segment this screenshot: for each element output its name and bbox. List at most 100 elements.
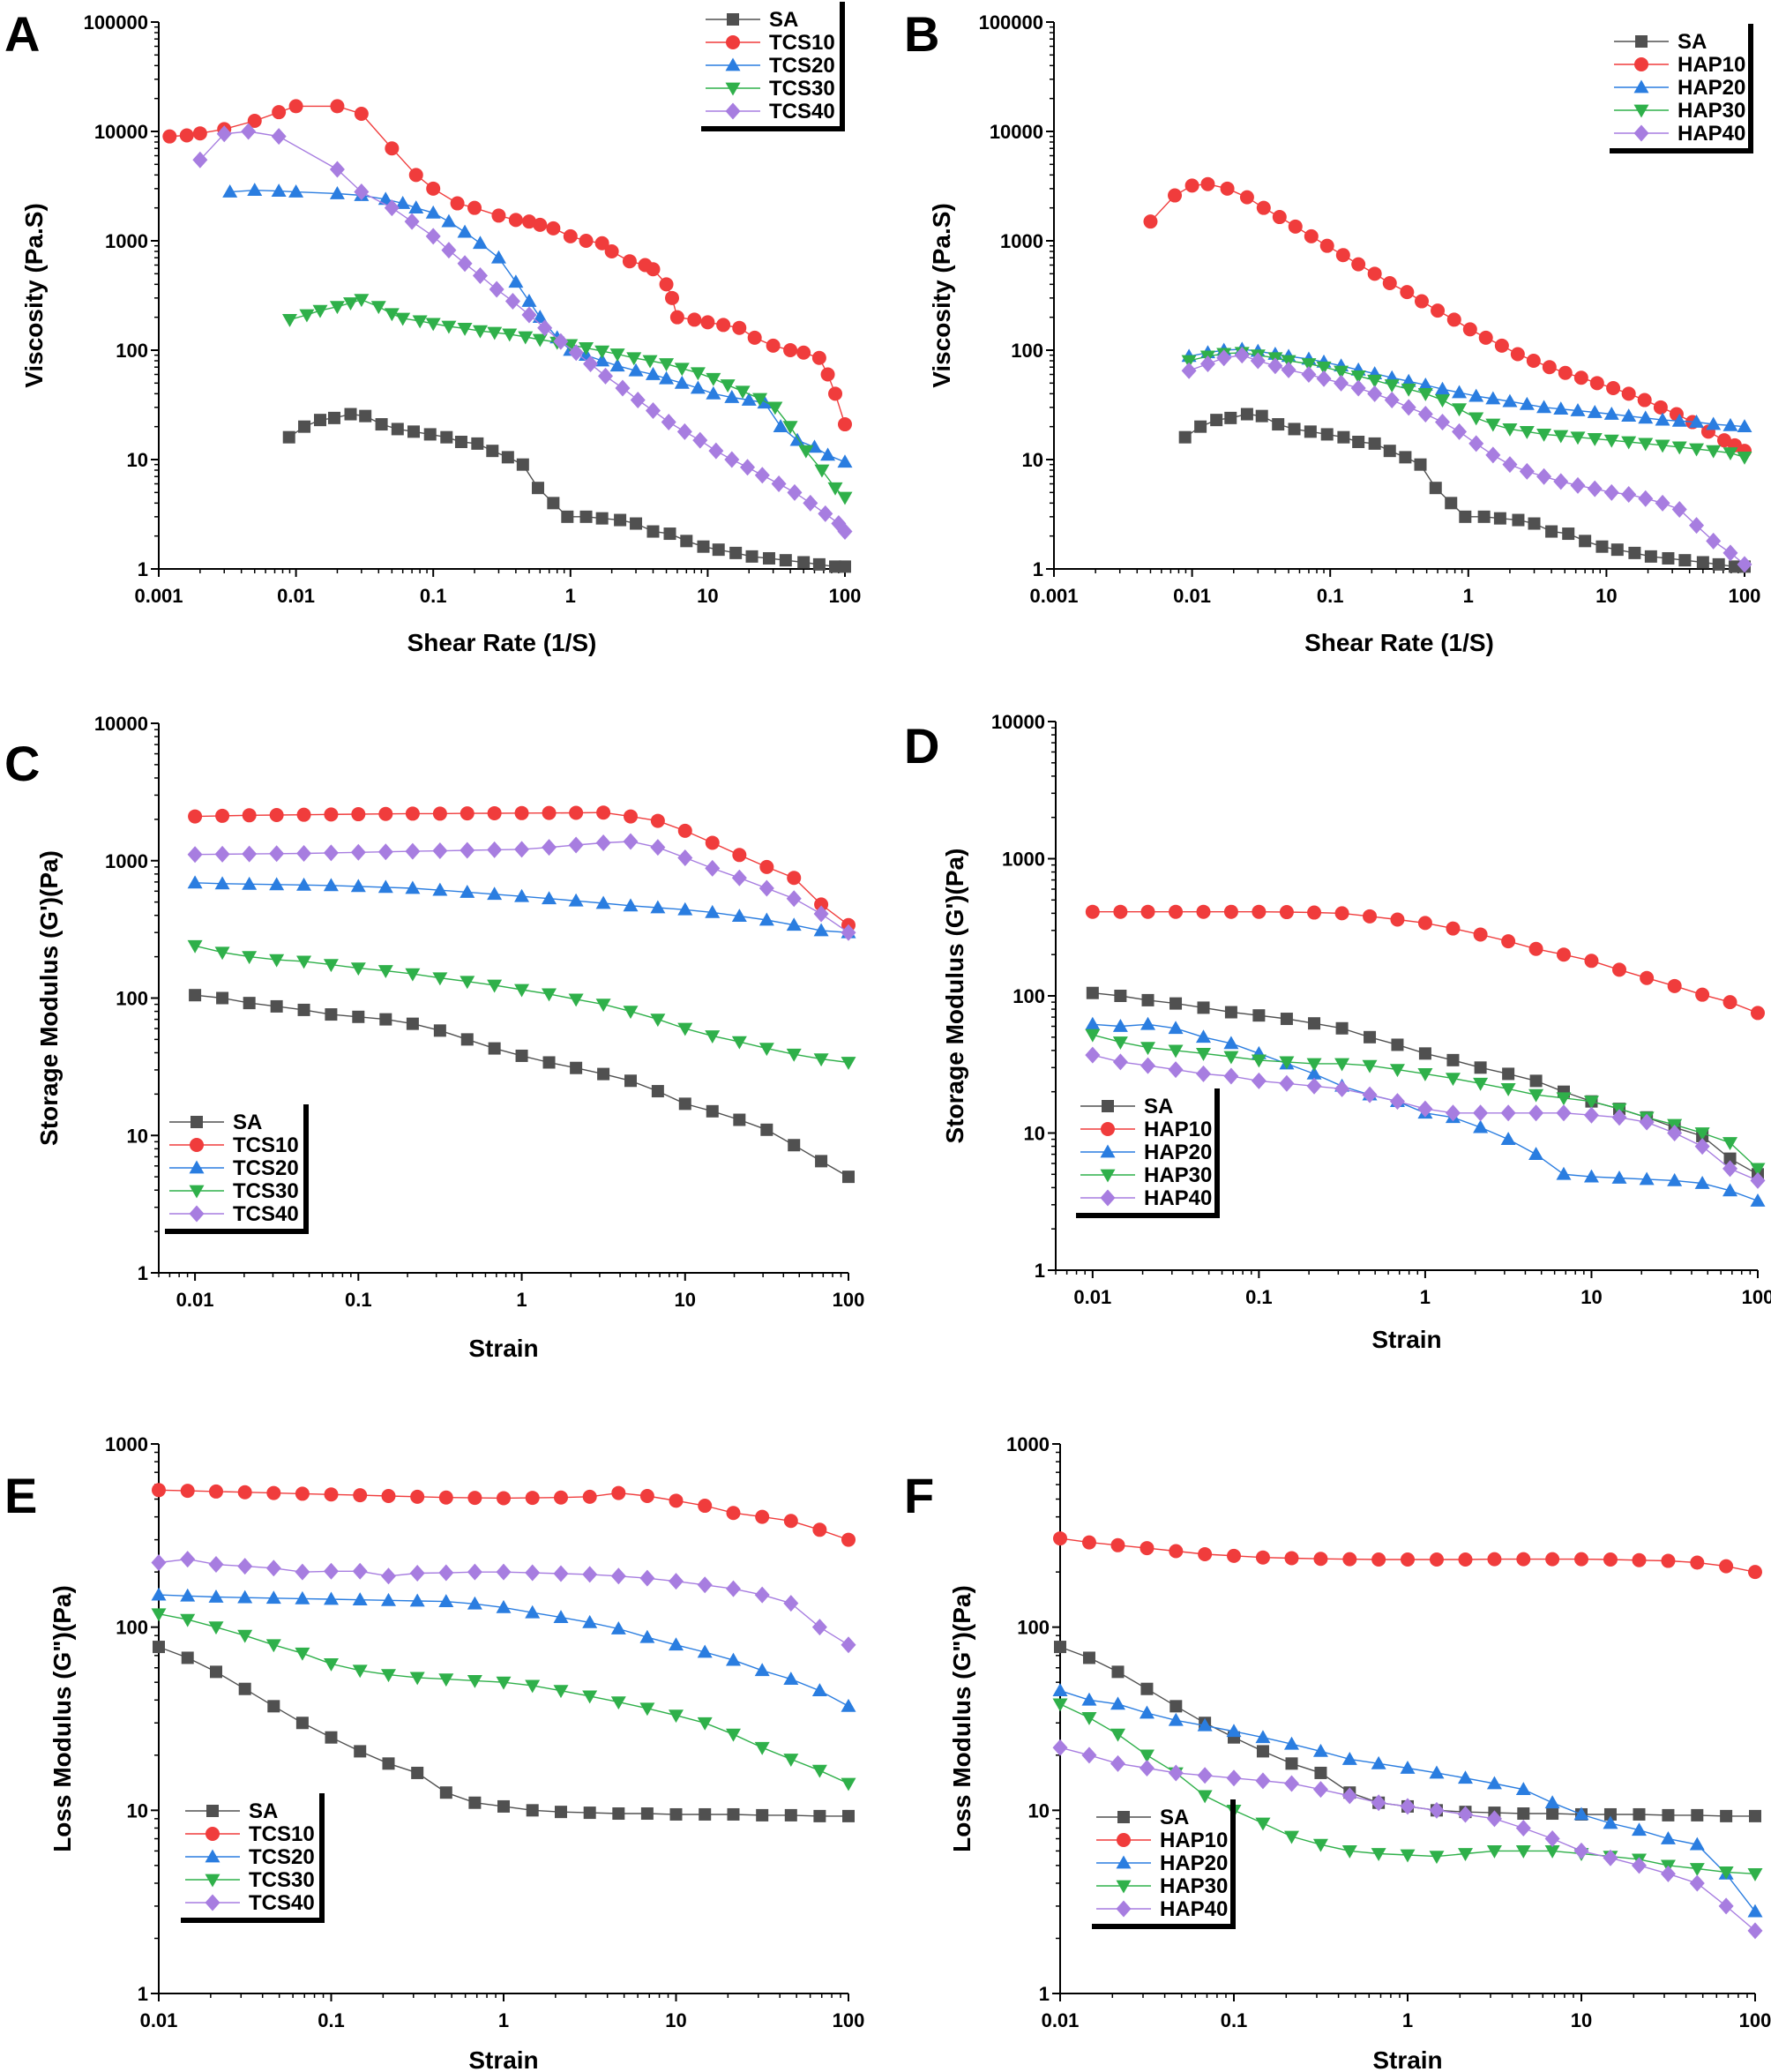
point-e-tcs10 <box>726 1506 741 1521</box>
point-b-hap10 <box>1462 322 1477 337</box>
point-a-tcs10 <box>354 106 369 121</box>
point-b-hap30 <box>1485 418 1501 432</box>
point-b-sa <box>1304 425 1317 438</box>
point-d-hap30 <box>1556 1092 1572 1106</box>
point-d-hap40 <box>1195 1065 1211 1082</box>
point-b-hap10 <box>1431 303 1446 318</box>
point-a-tcs30 <box>642 355 658 369</box>
point-b-hap10 <box>1494 338 1509 353</box>
x-tick-label-d: 10 <box>1580 1286 1602 1308</box>
panel-e: 0.01 0.1 1 10 100 1 10 100 1000 Strain Loss Modulu… <box>4 1433 864 2072</box>
point-a-tcs10 <box>546 221 561 236</box>
point-e-tcs40 <box>783 1595 799 1612</box>
point-b-hap20 <box>1485 391 1501 405</box>
point-d-sa <box>1502 1067 1515 1081</box>
point-a-tcs10 <box>450 196 465 211</box>
point-c-tcs10 <box>677 823 692 838</box>
legend-label-d: HAP40 <box>1144 1186 1212 1210</box>
point-b-hap10 <box>1256 200 1271 215</box>
point-f-hap40 <box>1429 1801 1445 1819</box>
point-f-hap40 <box>1544 1830 1560 1848</box>
point-a-tcs10 <box>783 343 798 357</box>
point-b-hap40 <box>1603 483 1619 501</box>
point-a-sa <box>375 418 388 431</box>
point-c-tcs10 <box>542 805 557 820</box>
point-a-tcs30 <box>384 308 400 322</box>
point-a-tcs40 <box>504 293 520 310</box>
point-a-tcs40 <box>645 402 661 420</box>
point-b-hap30 <box>1689 443 1705 457</box>
point-c-tcs30 <box>731 1036 747 1050</box>
point-e-tcs20 <box>295 1590 310 1604</box>
point-a-tcs30 <box>472 325 488 339</box>
point-b-sa <box>1414 458 1427 471</box>
point-e-sa <box>238 1682 251 1695</box>
point-b-hap40 <box>1452 423 1468 440</box>
legend-label-e: TCS10 <box>249 1822 315 1846</box>
point-d-hap20 <box>1694 1175 1710 1189</box>
point-d-hap30 <box>1500 1083 1516 1096</box>
point-f-hap10 <box>1169 1544 1184 1559</box>
point-a-tcs40 <box>216 125 232 143</box>
point-c-tcs10 <box>514 805 529 820</box>
point-c-tcs10 <box>296 807 311 822</box>
point-f-hap20 <box>1486 1776 1502 1790</box>
point-a-sa <box>729 546 743 559</box>
x-tick-label-f: 1 <box>1402 2009 1413 2031</box>
point-a-sa <box>423 428 437 441</box>
point-b-sa <box>1579 535 1592 548</box>
point-e-sa <box>526 1804 539 1817</box>
legend-label-c: TCS20 <box>233 1156 299 1180</box>
point-b-hap40 <box>1350 379 1366 397</box>
point-f-hap20 <box>1312 1743 1328 1757</box>
point-f-hap10 <box>1198 1547 1213 1562</box>
point-f-hap10 <box>1516 1552 1531 1567</box>
point-d-hap20 <box>1195 1029 1211 1043</box>
point-c-tcs10 <box>432 806 447 821</box>
point-a-tcs40 <box>803 494 818 512</box>
panel-d: 0.01 0.1 1 10 100 1 10 100 1000 10000 Strain Storag… <box>904 711 1771 1353</box>
point-b-sa <box>1712 557 1725 571</box>
point-e-tcs20 <box>669 1637 684 1651</box>
point-c-sa <box>270 999 283 1013</box>
point-f-hap30 <box>1312 1838 1328 1852</box>
point-f-hap10 <box>1255 1550 1270 1565</box>
point-f-hap10 <box>1110 1537 1125 1552</box>
point-e-tcs40 <box>467 1563 482 1581</box>
legend-label-c: SA <box>233 1111 262 1134</box>
point-d-hap30 <box>1140 1042 1156 1056</box>
x-tick-label-a: 1 <box>565 585 576 607</box>
point-d-sa <box>1086 986 1099 999</box>
point-a-tcs10 <box>192 126 207 141</box>
point-c-tcs20 <box>323 878 339 892</box>
point-e-tcs40 <box>409 1565 425 1582</box>
point-b-hap40 <box>1234 347 1250 364</box>
point-b-sa <box>1545 525 1558 538</box>
point-b-sa <box>1383 445 1396 458</box>
y-tick-label-b: 1000 <box>1000 230 1043 252</box>
point-f-hap30 <box>1081 1712 1097 1725</box>
point-e-sa <box>784 1808 797 1821</box>
point-d-sa <box>1114 990 1127 1002</box>
panel-label-e: E <box>4 1468 37 1523</box>
point-c-tcs30 <box>786 1048 802 1062</box>
point-b-hap10 <box>1184 178 1199 193</box>
point-d-hap10 <box>1473 927 1488 942</box>
point-a-tcs20 <box>222 184 238 198</box>
point-a-tcs10 <box>828 386 843 401</box>
point-e-tcs40 <box>438 1564 454 1582</box>
point-e-tcs10 <box>266 1485 281 1500</box>
point-e-sa <box>583 1806 596 1820</box>
point-b-hap30 <box>1417 387 1433 401</box>
point-d-hap30 <box>1306 1058 1322 1072</box>
point-c-sa <box>760 1123 773 1136</box>
point-f-hap30 <box>1429 1851 1445 1865</box>
point-f-sa <box>1517 1807 1530 1821</box>
point-c-tcs40 <box>350 843 366 861</box>
point-e-tcs10 <box>841 1532 856 1547</box>
point-b-hap40 <box>1638 490 1654 507</box>
point-e-tcs10 <box>353 1488 368 1503</box>
legend-marker-c <box>190 1138 204 1152</box>
point-b-hap20 <box>1587 405 1603 418</box>
point-b-hap40 <box>1587 480 1603 497</box>
